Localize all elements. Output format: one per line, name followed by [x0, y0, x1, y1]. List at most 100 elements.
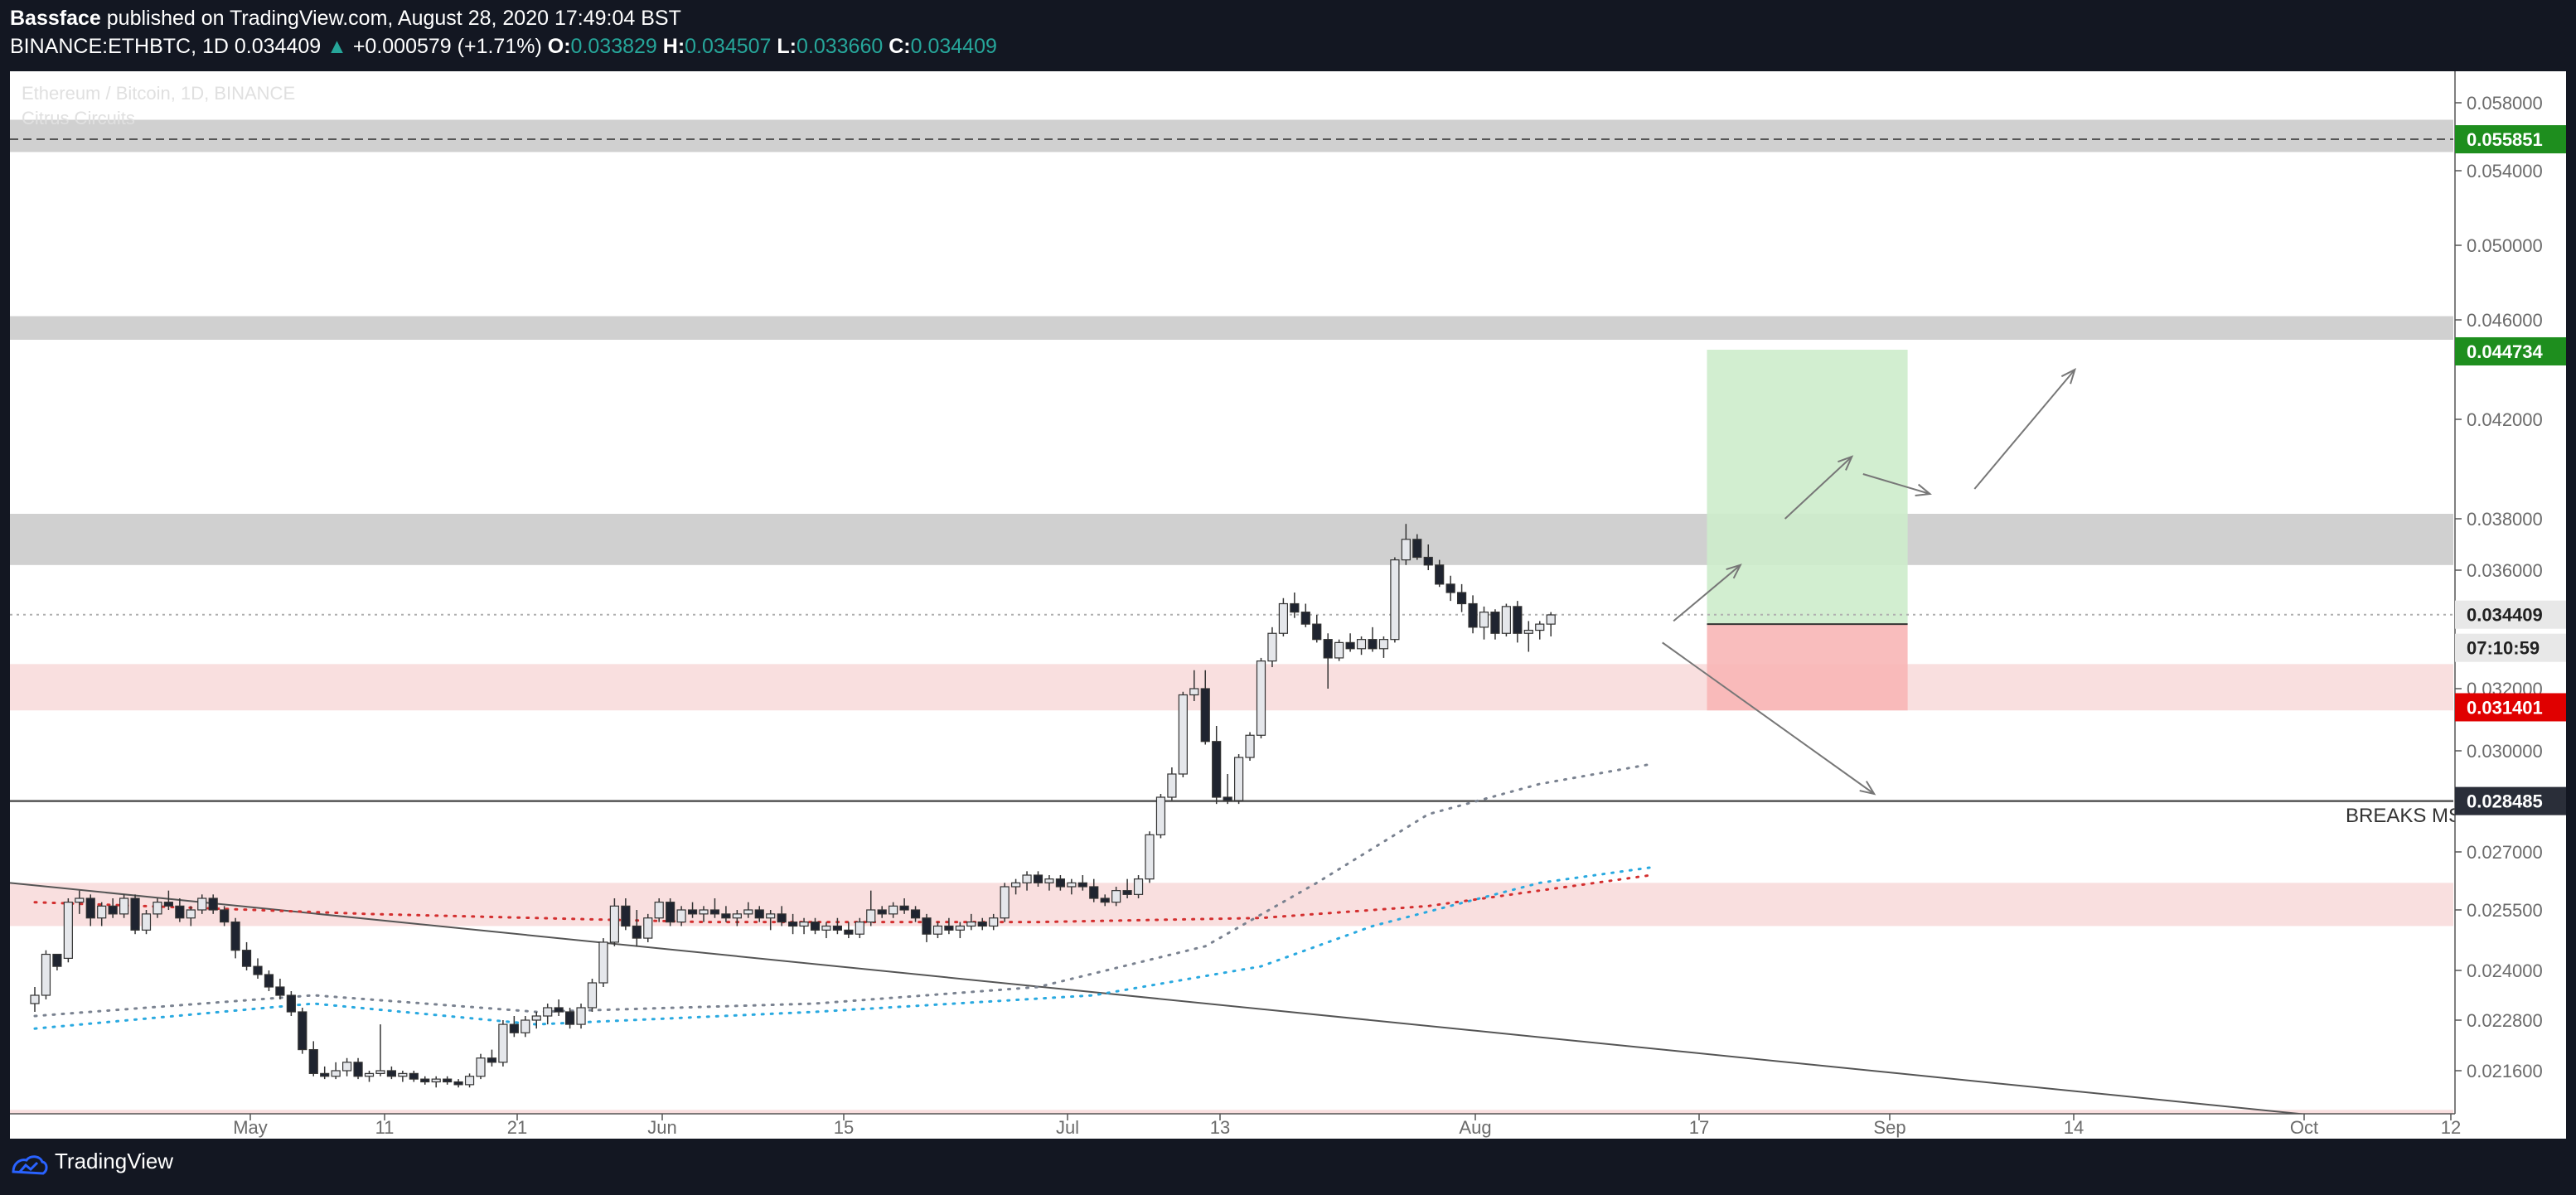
candle-body[interactable]: [97, 905, 107, 919]
candle-body[interactable]: [141, 913, 152, 931]
candle-body[interactable]: [498, 1023, 508, 1063]
projection-arrow[interactable]: [1673, 564, 1741, 622]
candle-body[interactable]: [989, 917, 999, 927]
candle-body[interactable]: [732, 913, 742, 919]
candle-body[interactable]: [1111, 890, 1121, 903]
candle-body[interactable]: [230, 921, 240, 951]
candle-body[interactable]: [119, 897, 129, 915]
candle-body[interactable]: [175, 905, 185, 919]
candle-body[interactable]: [208, 897, 218, 911]
candle-body[interactable]: [598, 941, 608, 984]
candle-body[interactable]: [922, 917, 932, 935]
projection-arrow[interactable]: [1784, 456, 1853, 520]
candle-body[interactable]: [944, 925, 954, 931]
candle-body[interactable]: [1345, 641, 1355, 650]
candle-body[interactable]: [275, 986, 285, 996]
candle-body[interactable]: [1100, 897, 1110, 903]
candle-body[interactable]: [308, 1048, 318, 1074]
candle-body[interactable]: [889, 905, 898, 915]
candle-body[interactable]: [1200, 688, 1210, 743]
candle-body[interactable]: [743, 909, 753, 915]
candle-body[interactable]: [1122, 890, 1132, 895]
candle-body[interactable]: [832, 925, 843, 931]
price-tag[interactable]: [2455, 633, 2566, 662]
candle-body[interactable]: [1000, 886, 1010, 919]
candle-body[interactable]: [866, 909, 876, 923]
candle-body[interactable]: [220, 909, 230, 923]
candle-body[interactable]: [1055, 878, 1066, 888]
candle-body[interactable]: [1167, 773, 1177, 798]
candle-body[interactable]: [1479, 612, 1489, 628]
candle-body[interactable]: [386, 1070, 396, 1077]
candle-body[interactable]: [409, 1072, 419, 1080]
candle-body[interactable]: [654, 902, 664, 919]
candle-body[interactable]: [353, 1062, 363, 1077]
candle-body[interactable]: [476, 1057, 486, 1077]
price-chart[interactable]: Ethereum / Bitcoin, 1D, BINANCE Citrus Ci…: [10, 71, 2566, 1139]
candle-body[interactable]: [1133, 878, 1144, 895]
candle-body[interactable]: [855, 921, 864, 935]
candle-body[interactable]: [30, 994, 40, 1004]
candle-body[interactable]: [443, 1078, 453, 1083]
candle-body[interactable]: [1401, 539, 1411, 561]
candle-body[interactable]: [554, 1007, 564, 1013]
candle-body[interactable]: [810, 921, 821, 931]
candle-body[interactable]: [1412, 539, 1422, 559]
candle-body[interactable]: [966, 921, 976, 927]
candle-body[interactable]: [1323, 639, 1333, 659]
candle-body[interactable]: [932, 925, 943, 935]
candle-body[interactable]: [331, 1070, 341, 1077]
candle-body[interactable]: [264, 974, 274, 988]
candle-body[interactable]: [777, 913, 787, 923]
candle-body[interactable]: [364, 1072, 375, 1077]
candle-body[interactable]: [787, 921, 798, 927]
candle-body[interactable]: [1233, 757, 1244, 801]
candle-body[interactable]: [799, 921, 809, 927]
candle-body[interactable]: [1501, 606, 1512, 634]
candle-body[interactable]: [1189, 688, 1199, 696]
candle-body[interactable]: [85, 897, 95, 919]
candle-body[interactable]: [643, 917, 653, 939]
candle-body[interactable]: [75, 897, 85, 903]
candle-body[interactable]: [130, 897, 140, 931]
candle-body[interactable]: [1044, 878, 1054, 883]
candle-body[interactable]: [1535, 623, 1545, 631]
candle-body[interactable]: [1368, 639, 1378, 650]
candle-body[interactable]: [52, 953, 62, 967]
candle-body[interactable]: [1077, 882, 1087, 888]
candle-body[interactable]: [1423, 556, 1433, 566]
candle-body[interactable]: [1256, 660, 1266, 736]
candle-body[interactable]: [621, 905, 631, 927]
brand-name[interactable]: TradingView: [55, 1149, 174, 1173]
candle-body[interactable]: [186, 909, 196, 919]
candle-body[interactable]: [632, 925, 642, 939]
candle-body[interactable]: [910, 909, 921, 919]
candle-body[interactable]: [487, 1057, 497, 1063]
candle-body[interactable]: [899, 905, 909, 911]
candle-body[interactable]: [298, 1011, 307, 1051]
candle-body[interactable]: [955, 925, 965, 931]
candle-body[interactable]: [754, 909, 764, 919]
candle-body[interactable]: [709, 909, 720, 915]
candle-body[interactable]: [1290, 602, 1300, 613]
candle-body[interactable]: [1267, 632, 1277, 662]
candle-body[interactable]: [699, 909, 709, 915]
candle-body[interactable]: [1490, 612, 1500, 634]
candle-body[interactable]: [41, 953, 51, 996]
candle-body[interactable]: [1278, 602, 1289, 634]
candle-body[interactable]: [1334, 641, 1344, 659]
candle-body[interactable]: [1445, 583, 1455, 593]
trendline[interactable]: [10, 882, 2454, 1130]
projection-arrow[interactable]: [1862, 473, 1930, 495]
candle-body[interactable]: [1356, 639, 1367, 650]
candle-body[interactable]: [687, 909, 698, 915]
candle-body[interactable]: [320, 1072, 330, 1077]
target-box[interactable]: [1707, 350, 1908, 625]
candle-body[interactable]: [1456, 592, 1467, 605]
candle-body[interactable]: [398, 1072, 408, 1077]
candle-body[interactable]: [1546, 614, 1556, 625]
candle-body[interactable]: [1145, 834, 1155, 880]
candle-body[interactable]: [521, 1019, 530, 1033]
price-tag[interactable]: [2455, 125, 2566, 154]
candle-body[interactable]: [1468, 602, 1478, 628]
